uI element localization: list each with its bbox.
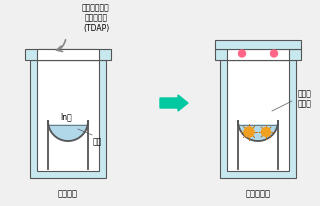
Bar: [227, 50, 289, 61]
Text: 密封、加熱: 密封、加熱: [245, 188, 270, 198]
Text: 爆発性のない
リン化合物
(TDAP): 爆発性のない リン化合物 (TDAP): [82, 3, 110, 33]
Circle shape: [238, 51, 245, 58]
Bar: [220, 61, 296, 178]
Bar: [25, 50, 111, 61]
Bar: [37, 61, 99, 171]
Bar: [37, 50, 99, 61]
Polygon shape: [48, 121, 88, 141]
Bar: [215, 41, 301, 50]
Text: In塩: In塩: [60, 112, 72, 121]
Circle shape: [244, 127, 254, 137]
Text: 圧力容器: 圧力容器: [58, 188, 78, 198]
Bar: [30, 61, 106, 178]
Bar: [215, 50, 301, 61]
Circle shape: [261, 128, 270, 137]
FancyArrow shape: [160, 96, 188, 111]
Text: 溶媒: 溶媒: [93, 136, 102, 145]
Polygon shape: [238, 121, 278, 141]
Circle shape: [270, 51, 277, 58]
Text: 不活性
雰囲気: 不活性 雰囲気: [298, 89, 312, 108]
Bar: [227, 61, 289, 171]
